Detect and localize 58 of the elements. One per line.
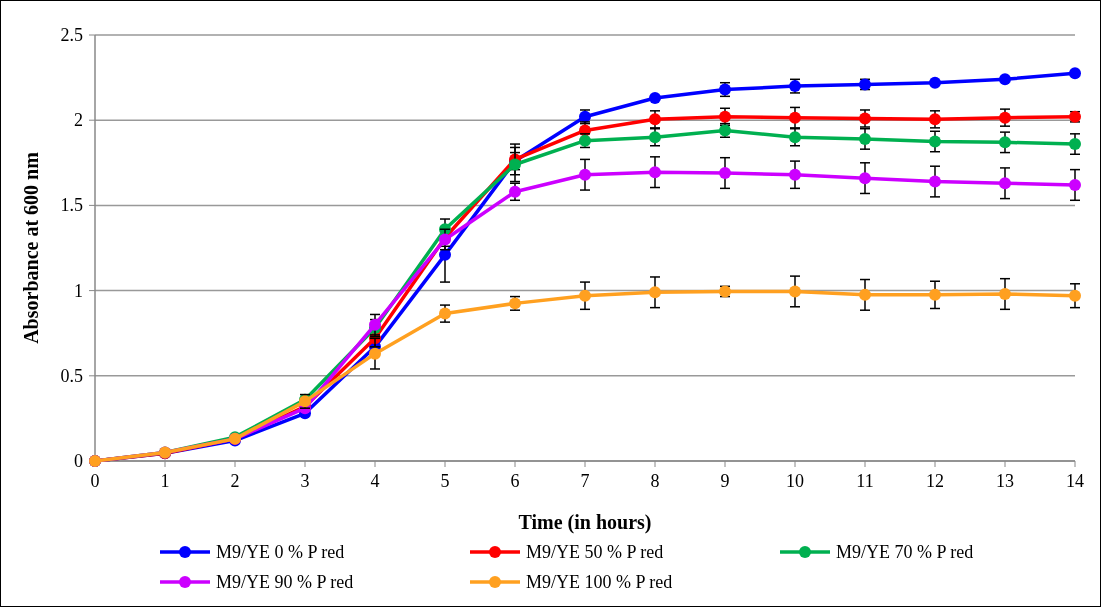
x-tick-label: 8 — [650, 471, 660, 491]
x-tick-label: 5 — [440, 471, 450, 491]
point — [649, 166, 661, 179]
point — [929, 135, 941, 148]
x-tick-label: 2 — [230, 471, 240, 491]
point — [719, 110, 731, 123]
point — [929, 288, 941, 301]
y-tick-label: 0 — [74, 451, 83, 471]
legend-label: M9/YE 50 % P red — [526, 542, 664, 562]
x-tick-label: 7 — [580, 471, 590, 491]
point — [1069, 289, 1081, 302]
x-tick-label: 13 — [996, 471, 1014, 491]
x-tick-label: 11 — [856, 471, 874, 491]
x-tick-label: 1 — [160, 471, 170, 491]
legend-label: M9/YE 90 % P red — [216, 572, 354, 592]
point — [1069, 67, 1081, 80]
point — [789, 285, 801, 298]
point — [439, 248, 451, 261]
point — [999, 73, 1011, 86]
point — [999, 288, 1011, 301]
legend-label: M9/YE 0 % P red — [216, 542, 345, 562]
point — [579, 168, 591, 181]
x-tick-label: 10 — [786, 471, 804, 491]
x-tick-label: 12 — [926, 471, 944, 491]
y-tick-label: 0.5 — [60, 365, 83, 386]
point — [859, 172, 871, 185]
y-tick-label: 2.5 — [60, 25, 83, 45]
point — [649, 131, 661, 144]
point — [789, 111, 801, 124]
point — [1069, 138, 1081, 151]
legend-label: M9/YE 70 % P red — [836, 542, 974, 562]
point — [929, 76, 941, 89]
x-tick-label: 14 — [1066, 471, 1084, 491]
point — [999, 136, 1011, 149]
point — [789, 168, 801, 181]
y-axis-title: Absorbance at 600 nm — [20, 151, 42, 344]
x-tick-label: 9 — [720, 471, 730, 491]
x-tick-label: 3 — [300, 471, 310, 491]
x-tick-label: 6 — [510, 471, 520, 491]
point — [649, 92, 661, 105]
point — [999, 177, 1011, 190]
x-axis-title: Time (in hours) — [518, 511, 652, 534]
point — [859, 132, 871, 145]
point — [1069, 178, 1081, 191]
point — [579, 289, 591, 302]
y-tick-label: 1 — [74, 280, 83, 301]
point — [369, 347, 381, 360]
y-tick-label: 1.5 — [60, 195, 83, 216]
x-tick-label: 4 — [370, 471, 380, 491]
point — [719, 167, 731, 180]
point — [859, 288, 871, 301]
legend-label: M9/YE 100 % P red — [526, 572, 673, 592]
point — [369, 318, 381, 331]
point — [789, 131, 801, 144]
point — [929, 175, 941, 188]
point — [649, 286, 661, 299]
x-tick-label: 0 — [90, 471, 100, 491]
y-tick-label: 2 — [74, 110, 83, 131]
